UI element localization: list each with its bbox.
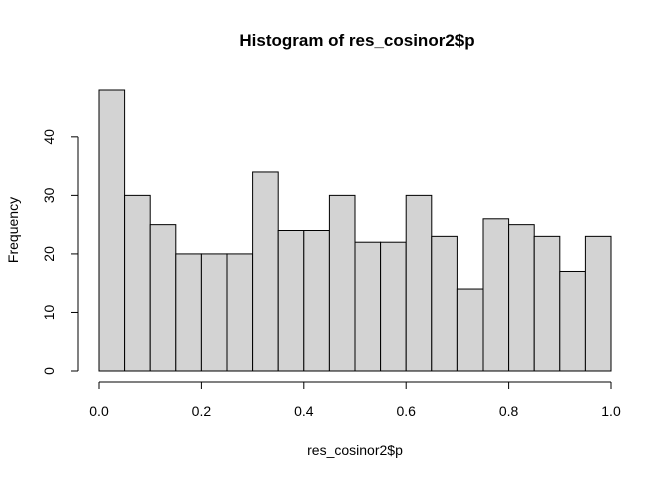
- histogram-bar-9: [328, 194, 356, 372]
- x-axis: 0.0 0.2 0.4 0.6 0.8 1.0: [89, 381, 621, 419]
- y-tick-label-3: 30: [41, 187, 57, 203]
- histogram-bar-6: [252, 171, 279, 372]
- histogram-bar-5: [226, 253, 254, 372]
- histogram-bar-7: [277, 230, 305, 372]
- x-tick-label-0: 0.0: [89, 403, 109, 419]
- bars-group: [98, 89, 612, 372]
- histogram-bar-17: [533, 235, 561, 372]
- histogram-bar-14: [456, 288, 484, 372]
- chart-title: Histogram of res_cosinor2$p: [239, 31, 474, 50]
- x-tick-label-3: 0.6: [396, 403, 416, 419]
- histogram-bar-0: [98, 89, 126, 372]
- y-tick-label-1: 10: [41, 304, 57, 320]
- histogram-bar-10: [354, 241, 382, 372]
- histogram-bar-2: [149, 224, 177, 372]
- histogram-bar-18: [559, 270, 586, 372]
- histogram-bar-4: [200, 253, 228, 372]
- x-axis-label: res_cosinor2$p: [307, 442, 403, 458]
- histogram-bar-1: [124, 194, 151, 372]
- histogram-bar-13: [431, 235, 458, 372]
- y-axis-label: Frequency: [5, 197, 21, 263]
- histogram-bar-12: [405, 194, 433, 372]
- histogram-bar-3: [175, 253, 202, 372]
- histogram-bar-11: [380, 241, 407, 372]
- x-tick-label-4: 0.8: [499, 403, 519, 419]
- x-tick-label-1: 0.2: [192, 403, 212, 419]
- x-tick-label-2: 0.4: [294, 403, 314, 419]
- histogram-bar-15: [482, 218, 510, 372]
- histogram-bar-8: [303, 230, 330, 372]
- y-tick-label-4: 40: [41, 129, 57, 145]
- histogram-bar-16: [508, 224, 535, 372]
- x-tick-label-5: 1.0: [601, 403, 621, 419]
- histogram-bar-19: [584, 235, 612, 372]
- y-tick-label-2: 20: [41, 246, 57, 262]
- y-axis: 0 10 20 30 40: [41, 129, 79, 375]
- y-tick-label-0: 0: [41, 367, 57, 375]
